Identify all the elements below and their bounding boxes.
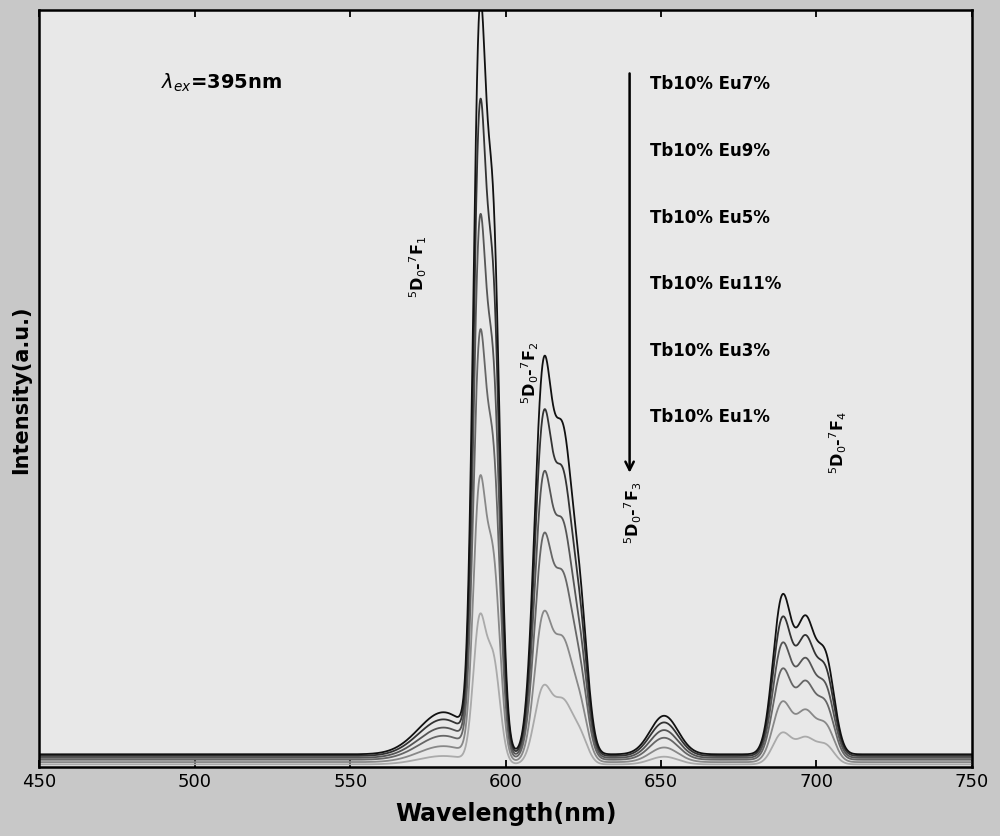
Text: $\lambda_{ex}$=395nm: $\lambda_{ex}$=395nm (161, 72, 282, 94)
Text: $^5$D$_0$-$^7$F$_3$: $^5$D$_0$-$^7$F$_3$ (622, 481, 644, 543)
Text: $^5$D$_0$-$^7$F$_1$: $^5$D$_0$-$^7$F$_1$ (408, 236, 429, 298)
Text: Tb10% Eu9%: Tb10% Eu9% (650, 142, 770, 160)
Text: Tb10% Eu1%: Tb10% Eu1% (650, 408, 770, 426)
Text: Tb10% Eu3%: Tb10% Eu3% (650, 341, 770, 359)
Y-axis label: Intensity(a.u.): Intensity(a.u.) (11, 305, 31, 473)
X-axis label: Wavelength(nm): Wavelength(nm) (395, 801, 616, 825)
Text: Tb10% Eu11%: Tb10% Eu11% (650, 275, 781, 293)
Text: $^5$D$_0$-$^7$F$_4$: $^5$D$_0$-$^7$F$_4$ (827, 410, 849, 473)
Text: Tb10% Eu5%: Tb10% Eu5% (650, 208, 770, 227)
Text: $^5$D$_0$-$^7$F$_2$: $^5$D$_0$-$^7$F$_2$ (520, 341, 541, 403)
Text: Tb10% Eu7%: Tb10% Eu7% (650, 75, 770, 94)
